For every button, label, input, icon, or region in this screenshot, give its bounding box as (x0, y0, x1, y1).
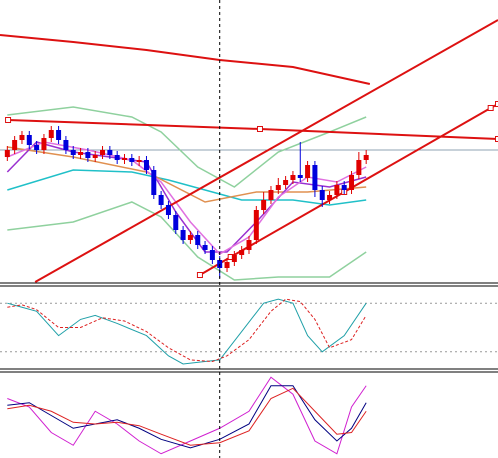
candle-body (34, 145, 40, 150)
candle-body (48, 130, 54, 138)
candle-body (356, 160, 362, 175)
candle-body (129, 158, 135, 162)
indicator-line (7, 146, 367, 203)
candle-body (19, 135, 25, 140)
candle-body (283, 180, 289, 185)
line-marker (196, 272, 203, 278)
indicator-line (8, 119, 498, 140)
candle-body (268, 190, 274, 200)
candle-body (349, 175, 355, 190)
candle-body (114, 155, 120, 160)
candle-body (12, 140, 18, 150)
candle-body (239, 250, 245, 255)
candle-body (246, 240, 252, 250)
candle-body (261, 200, 267, 210)
indicator-line (7, 385, 367, 449)
candle-body (63, 140, 69, 150)
candle-body (253, 210, 259, 240)
indicator-line (34, 19, 498, 283)
indicator-line (7, 106, 367, 188)
candle-body (56, 130, 62, 140)
line-marker (495, 101, 498, 107)
candle-body (158, 195, 164, 205)
indicator-line (7, 376, 367, 455)
indicator-line (7, 298, 367, 363)
candle-body (334, 185, 340, 195)
candle-body (41, 138, 47, 150)
candle-body (224, 262, 230, 268)
candle-body (143, 160, 149, 170)
candle-body (327, 195, 333, 200)
candle-body (319, 190, 325, 200)
candle-body (100, 150, 106, 155)
indicator-line (7, 201, 367, 281)
candle-body (209, 250, 215, 260)
candle-body (305, 165, 311, 178)
line-marker (495, 136, 498, 142)
indicator-line (7, 387, 367, 446)
candle-body (195, 235, 201, 245)
line-marker (5, 117, 12, 123)
candle-body (297, 175, 303, 178)
candle-body (122, 158, 127, 160)
candle-body (341, 185, 347, 190)
candle-body (107, 150, 113, 155)
indicator-line (7, 141, 367, 255)
candle-body (187, 235, 193, 240)
candle-body (92, 155, 98, 158)
candle-body (85, 152, 91, 158)
candle-body (312, 165, 318, 190)
candle-body (363, 155, 369, 160)
candle-body (290, 175, 296, 180)
candle-body (26, 135, 32, 145)
line-marker (256, 126, 263, 132)
candle-body (231, 255, 237, 262)
indicator-line (199, 103, 498, 276)
candle-body (78, 152, 84, 155)
candle-body (173, 215, 179, 230)
candle-body (165, 205, 171, 215)
line-marker (487, 105, 494, 111)
candle-body (4, 150, 10, 157)
indicator-line (7, 298, 367, 365)
candle-body (275, 185, 281, 190)
candle-body (70, 150, 76, 155)
candle-body (180, 230, 186, 240)
candle-body (202, 245, 208, 250)
indicator-line (0, 34, 371, 85)
indicator-line (7, 169, 367, 206)
candle-body (151, 170, 157, 195)
candle-body (136, 160, 142, 162)
